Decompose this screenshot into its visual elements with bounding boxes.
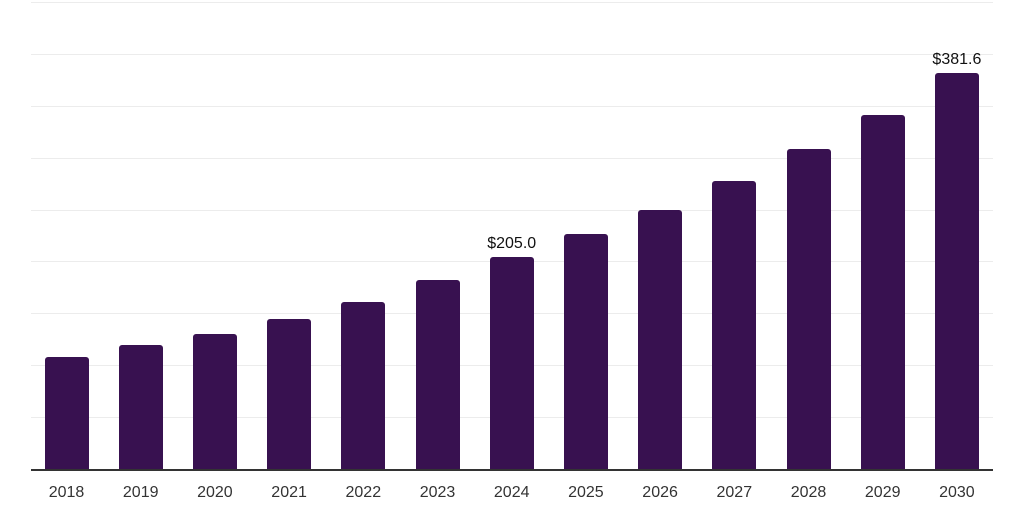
x-tick-label-2027: 2027 bbox=[716, 484, 753, 501]
bar-2018 bbox=[44, 356, 89, 470]
bar-2025 bbox=[563, 234, 608, 470]
x-tick-label-2018: 2018 bbox=[48, 484, 85, 501]
x-axis-line bbox=[31, 468, 993, 471]
value-label-2030: $381.6 bbox=[932, 51, 982, 69]
gridline-350 bbox=[31, 105, 993, 107]
x-tick-label-2020: 2020 bbox=[197, 484, 233, 501]
bar-2022 bbox=[341, 301, 386, 470]
x-tick-label-2029: 2029 bbox=[864, 484, 901, 501]
x-tick-label-2025: 2025 bbox=[568, 484, 604, 501]
x-tick-label-2030: 2030 bbox=[939, 484, 975, 501]
gridline-400 bbox=[31, 53, 993, 55]
x-tick-label-2021: 2021 bbox=[271, 484, 307, 501]
x-tick-label-2026: 2026 bbox=[642, 484, 678, 501]
x-tick-label-2023: 2023 bbox=[419, 484, 456, 501]
bar-2020 bbox=[192, 333, 237, 470]
x-tick-label-2022: 2022 bbox=[345, 484, 382, 501]
gridline-300 bbox=[31, 157, 993, 159]
value-label-2024: $205.0 bbox=[487, 234, 537, 252]
bar-2029 bbox=[860, 114, 905, 470]
bar-2028 bbox=[786, 148, 831, 470]
bar-2019 bbox=[118, 344, 163, 470]
bar-2027 bbox=[712, 181, 757, 470]
gridline-250 bbox=[31, 209, 993, 211]
x-tick-label-2024: 2024 bbox=[493, 484, 530, 501]
gridline-450 bbox=[31, 1, 993, 3]
bar-2023 bbox=[415, 280, 460, 470]
bar-2024 bbox=[489, 256, 534, 470]
bar-2021 bbox=[267, 318, 312, 470]
x-tick-label-2028: 2028 bbox=[790, 484, 827, 501]
bar-2026 bbox=[638, 210, 683, 470]
x-tick-label-2019: 2019 bbox=[122, 484, 159, 501]
bar-2030 bbox=[934, 73, 979, 470]
